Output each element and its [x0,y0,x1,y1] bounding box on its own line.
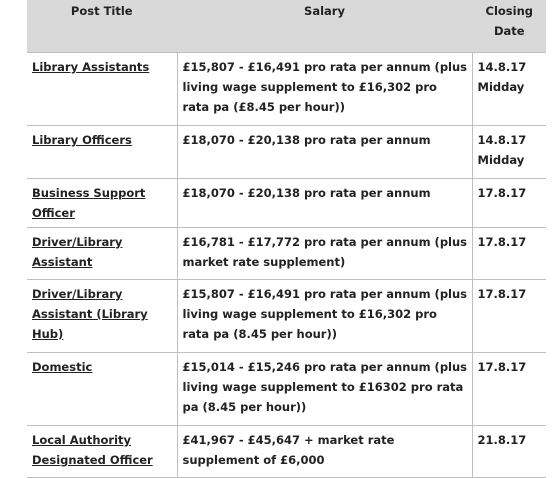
closing-date-text: 17.8.17 [477,235,527,249]
salary-text: £41,967 - £45,647 + market rate suppleme… [182,433,395,467]
vacancies-table: Post Title Salary Closing Date Library A… [27,0,546,478]
salary-cell: £41,967 - £45,647 + market rate suppleme… [177,425,473,478]
closing-date-text: 17.8.17 [477,186,527,200]
table-row: Business Support Officer £18,070 - £20,1… [27,178,546,228]
post-title-link[interactable]: Driver/Library Assistant (Library Hub) [32,287,148,341]
post-title-link[interactable]: Driver/Library Assistant [32,235,123,269]
post-title-cell: Local Authority Designated Officer [27,425,178,478]
table-row: Driver/Library Assistant £16,781 - £17,7… [27,227,546,280]
table-row: Library Assistants £15,807 - £16,491 pro… [27,52,546,126]
header-closing-date-label: Closing Date [485,4,534,38]
post-title-link[interactable]: Business Support Officer [32,186,146,220]
salary-text: £18,070 - £20,138 pro rata per annum [182,133,431,147]
post-title-cell: Domestic [27,352,178,426]
post-title-link[interactable]: Local Authority Designated Officer [32,433,153,467]
table-row: Library Officers £18,070 - £20,138 pro r… [27,125,546,179]
closing-date-text: 14.8.17 Midday [477,60,527,94]
closing-date-text: 17.8.17 [477,287,527,301]
closing-date-text: 14.8.17 Midday [477,133,527,167]
table-row: Driver/Library Assistant (Library Hub) £… [27,279,546,353]
header-closing-date: Closing Date [472,0,546,53]
post-title-link[interactable]: Library Assistants [32,60,150,74]
header-post-title: Post Title [27,0,178,53]
post-title-link[interactable]: Library Officers [32,133,132,147]
salary-cell: £15,807 - £16,491 pro rata per annum (pl… [177,52,473,126]
closing-date-cell: 21.8.17 [472,425,546,478]
salary-cell: £18,070 - £20,138 pro rata per annum [177,178,473,228]
closing-date-text: 21.8.17 [477,433,527,447]
closing-date-cell: 17.8.17 [472,178,546,228]
salary-text: £15,014 - £15,246 pro rata per annum (pl… [182,360,468,414]
post-title-cell: Library Officers [27,125,178,179]
closing-date-cell: 17.8.17 [472,352,546,426]
table-header: Post Title Salary Closing Date [27,0,546,53]
salary-cell: £15,807 - £16,491 pro rata per annum (pl… [177,279,473,353]
post-title-cell: Driver/Library Assistant (Library Hub) [27,279,178,353]
header-salary: Salary [177,0,473,53]
post-title-cell: Business Support Officer [27,178,178,228]
closing-date-cell: 17.8.17 [472,279,546,353]
closing-date-cell: 14.8.17 Midday [472,125,546,179]
closing-date-text: 17.8.17 [477,360,527,374]
salary-text: £15,807 - £16,491 pro rata per annum (pl… [182,60,468,114]
salary-cell: £18,070 - £20,138 pro rata per annum [177,125,473,179]
header-row: Post Title Salary Closing Date [27,0,546,53]
salary-text: £15,807 - £16,491 pro rata per annum (pl… [182,287,468,341]
post-title-cell: Driver/Library Assistant [27,227,178,280]
closing-date-cell: 17.8.17 [472,227,546,280]
post-title-link[interactable]: Domestic [32,360,93,374]
table-body: Library Assistants £15,807 - £16,491 pro… [27,52,546,478]
salary-text: £18,070 - £20,138 pro rata per annum [182,186,431,200]
salary-cell: £15,014 - £15,246 pro rata per annum (pl… [177,352,473,426]
salary-cell: £16,781 - £17,772 pro rata per annum (pl… [177,227,473,280]
table-row: Domestic £15,014 - £15,246 pro rata per … [27,352,546,426]
salary-text: £16,781 - £17,772 pro rata per annum (pl… [182,235,468,269]
post-title-cell: Library Assistants [27,52,178,126]
closing-date-cell: 14.8.17 Midday [472,52,546,126]
table-row: Local Authority Designated Officer £41,9… [27,425,546,478]
